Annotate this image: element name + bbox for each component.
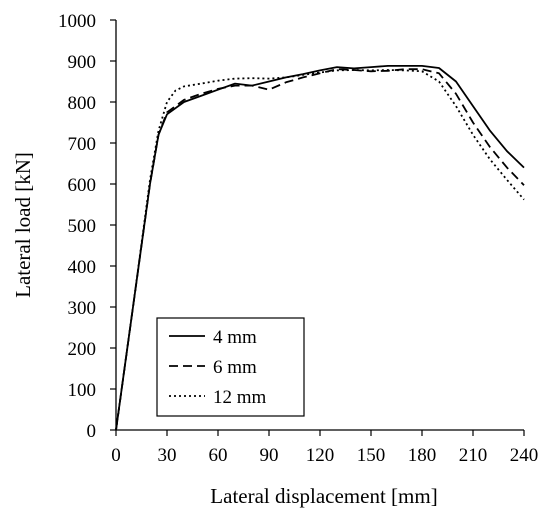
legend-label-1: 4 mm (213, 327, 257, 348)
series-line-1 (115, 65, 525, 431)
x-tick-label: 180 (408, 445, 437, 466)
y-tick-label: 400 (68, 257, 97, 278)
x-tick-label: 30 (158, 445, 177, 466)
x-tick-label: 60 (209, 445, 228, 466)
y-tick-label: 100 (68, 380, 97, 401)
series-line-2 (115, 68, 525, 431)
series-line-3 (115, 69, 525, 431)
y-tick-label: 300 (68, 298, 97, 319)
y-tick-label: 1000 (58, 11, 96, 32)
y-tick-label: 700 (68, 134, 97, 155)
y-tick-label: 900 (68, 52, 97, 73)
legend-entries: 4 mm 6 mm 12 mm (169, 327, 267, 408)
x-tick-label: 240 (510, 445, 539, 466)
x-tick-label: 210 (459, 445, 488, 466)
legend-label-3: 12 mm (213, 387, 267, 408)
x-tick-label: 120 (306, 445, 335, 466)
legend: 4 mm 6 mm 12 mm (156, 317, 305, 417)
x-axis-title: Lateral displacement [mm] (210, 484, 437, 508)
y-axis-title: Lateral load [kN] (11, 152, 35, 298)
x-tick-label: 0 (111, 445, 121, 466)
y-tick-label: 0 (87, 421, 97, 442)
y-tick-label: 200 (68, 339, 97, 360)
y-tick-label: 800 (68, 93, 97, 114)
y-tick-label: 600 (68, 175, 97, 196)
legend-label-2: 6 mm (213, 357, 257, 378)
legend-box (156, 317, 305, 417)
x-tick-label: 150 (357, 445, 386, 466)
x-ticks: 0 30 60 90 120 150 180 210 240 (111, 430, 538, 466)
y-ticks: 0 100 200 300 400 500 600 700 800 900 1000 (58, 11, 116, 442)
y-tick-label: 500 (68, 216, 97, 237)
x-tick-label: 90 (260, 445, 279, 466)
series-layer (115, 65, 525, 431)
